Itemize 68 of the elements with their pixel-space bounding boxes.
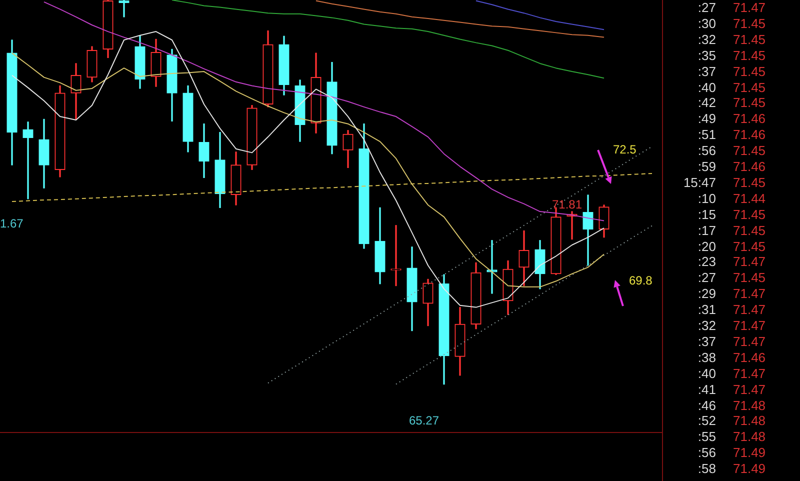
text: :56 bbox=[698, 445, 716, 460]
text: 71.46 bbox=[733, 111, 766, 126]
text: :31 bbox=[698, 302, 716, 318]
text: :32 bbox=[698, 32, 716, 47]
text: :40 bbox=[698, 366, 716, 381]
text: 71.47 bbox=[733, 382, 766, 397]
text: :58 bbox=[698, 461, 716, 476]
text: :37 bbox=[698, 64, 716, 79]
text: 71.45 bbox=[733, 174, 766, 190]
text: 71.45 bbox=[733, 48, 766, 63]
text: 71.47 bbox=[733, 318, 766, 333]
annotation: 69.8 bbox=[629, 273, 653, 288]
text: 71.49 bbox=[733, 461, 766, 476]
text: :55 bbox=[698, 429, 716, 444]
text: :37 bbox=[698, 334, 716, 349]
text: :38 bbox=[698, 350, 716, 365]
text: 71.47 bbox=[733, 366, 766, 381]
text: 71.45 bbox=[733, 16, 766, 31]
text: 71.45 bbox=[733, 80, 766, 94]
text: :35 bbox=[698, 48, 716, 63]
text: 71.49 bbox=[733, 445, 766, 460]
text: 71.45 bbox=[733, 222, 766, 238]
text: 71.44 bbox=[733, 190, 766, 206]
text: :15 bbox=[698, 206, 716, 222]
annotation: 72.5 bbox=[613, 142, 637, 156]
text: :29 bbox=[698, 286, 716, 302]
text: 71.45 bbox=[733, 32, 766, 47]
text: 71.45 bbox=[733, 64, 766, 79]
text: :56 bbox=[698, 143, 716, 158]
text: 71.47 bbox=[733, 254, 766, 270]
candlestick bbox=[390, 225, 402, 286]
text: :40 bbox=[698, 80, 716, 94]
text: :17 bbox=[698, 222, 716, 238]
text: :27 bbox=[698, 270, 716, 286]
text: :23 bbox=[698, 254, 716, 270]
text: :10 bbox=[698, 190, 716, 206]
text: 71.48 bbox=[733, 413, 766, 428]
annotation: 71.81 bbox=[552, 197, 582, 212]
text: 65.27 bbox=[409, 413, 440, 428]
text: :32 bbox=[698, 318, 716, 333]
text: 71.46 bbox=[733, 159, 766, 174]
text: 71.45 bbox=[733, 206, 766, 222]
text: 71.47 bbox=[733, 286, 766, 302]
text: :46 bbox=[698, 398, 716, 412]
text: :30 bbox=[698, 16, 716, 31]
candlestick bbox=[486, 240, 498, 294]
text: :52 bbox=[698, 413, 716, 428]
text: :20 bbox=[698, 238, 716, 254]
text: :59 bbox=[698, 159, 716, 174]
text: 71.45 bbox=[733, 143, 766, 158]
text: :51 bbox=[698, 127, 716, 142]
text: 71.45 bbox=[733, 238, 766, 254]
text: 71.46 bbox=[733, 127, 766, 142]
text: 15:47 bbox=[683, 174, 716, 190]
text: :27 bbox=[698, 0, 716, 15]
text: 71.47 bbox=[733, 334, 766, 349]
text: 71.48 bbox=[733, 429, 766, 444]
candlestick bbox=[22, 122, 34, 200]
text: 71.45 bbox=[733, 95, 766, 110]
text: 71.46 bbox=[733, 350, 766, 365]
text: :41 bbox=[698, 382, 716, 397]
text: 71.45 bbox=[733, 270, 766, 286]
text: 71.48 bbox=[733, 398, 766, 412]
annotation: 1.67 bbox=[0, 216, 24, 230]
text: :42 bbox=[698, 95, 716, 110]
text: 71.47 bbox=[733, 0, 766, 15]
text: :49 bbox=[698, 111, 716, 126]
text: 71.47 bbox=[733, 302, 766, 318]
